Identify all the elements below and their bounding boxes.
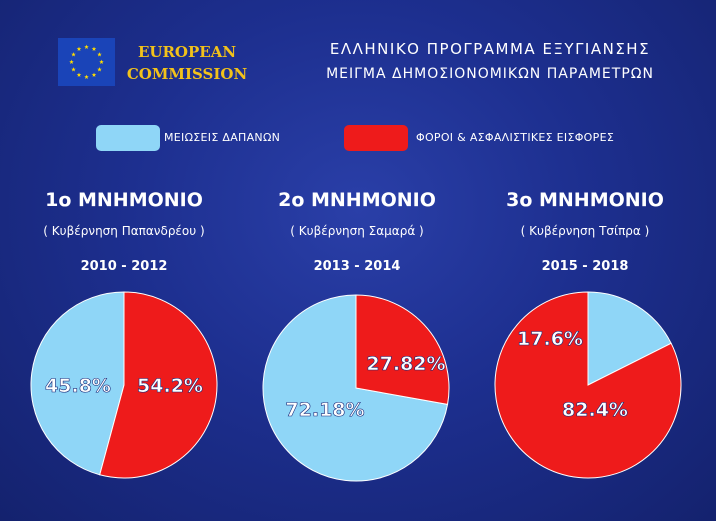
page-subtitle: ΜΕΙΓΜΑ ΔΗΜΟΣΙΟΝΟΜΙΚΩΝ ΠΑΡΑΜΕΤΡΩΝ: [326, 66, 654, 82]
panel-3-government: ( Κυβέρνηση Τσίπρα ): [520, 224, 650, 238]
panel-1-government: ( Κυβέρνηση Παπανδρέου ): [43, 224, 205, 238]
pie-3-label-spending-cuts: 17.6%: [517, 328, 583, 350]
pie-2-slice-taxes: [355, 294, 450, 405]
pie-1-label-spending-cuts: 45.8%: [45, 375, 111, 397]
panel-1-period: 2010 - 2012: [80, 259, 168, 274]
pie-3-label-taxes: 82.4%: [562, 399, 628, 421]
eu-flag-icon: [58, 38, 115, 86]
panel-2-government: ( Κυβέρνηση Σαμαρά ): [290, 224, 424, 238]
panel-2-period: 2013 - 2014: [313, 259, 401, 274]
org-name: EUROPEAN COMMISSION: [126, 43, 248, 83]
page-title: ΕΛΛΗΝΙΚΟ ΠΡΟΓΡΑΜΜΑ ΕΞΥΓΙΑΝΣΗΣ: [329, 40, 651, 58]
panel-1-title: 1ο ΜΝΗΜΟΝΙΟ: [45, 189, 203, 211]
panel-2-title: 2ο ΜΝΗΜΟΝΙΟ: [278, 189, 436, 211]
pie-1-slice-spending-cuts: [30, 291, 125, 476]
pie-3-slice-spending-cuts: [587, 291, 672, 386]
legend-swatch-taxes: [344, 125, 408, 151]
pie-3-slice-taxes: [494, 291, 682, 479]
legend-swatch-spending-cuts: [96, 125, 160, 151]
pie-1-slice-taxes: [99, 291, 218, 479]
pie-2-label-spending-cuts: 72.18%: [285, 399, 364, 421]
pie-1-label-taxes: 54.2%: [137, 375, 203, 397]
pie-2-label-taxes: 27.82%: [366, 353, 445, 375]
legend-label-spending-cuts: ΜΕΙΩΣΕΙΣ ΔΑΠΑΝΩΝ: [164, 131, 281, 144]
panel-3-title: 3ο ΜΝΗΜΟΝΙΟ: [506, 189, 664, 211]
panel-3-period: 2015 - 2018: [541, 259, 629, 274]
legend-label-taxes: ΦΟΡΟΙ & ΑΣΦΑΛΙΣΤΙΚΕΣ ΕΙΣΦΟΡΕΣ: [416, 131, 615, 144]
pie-2-slice-spending-cuts: [262, 294, 449, 482]
